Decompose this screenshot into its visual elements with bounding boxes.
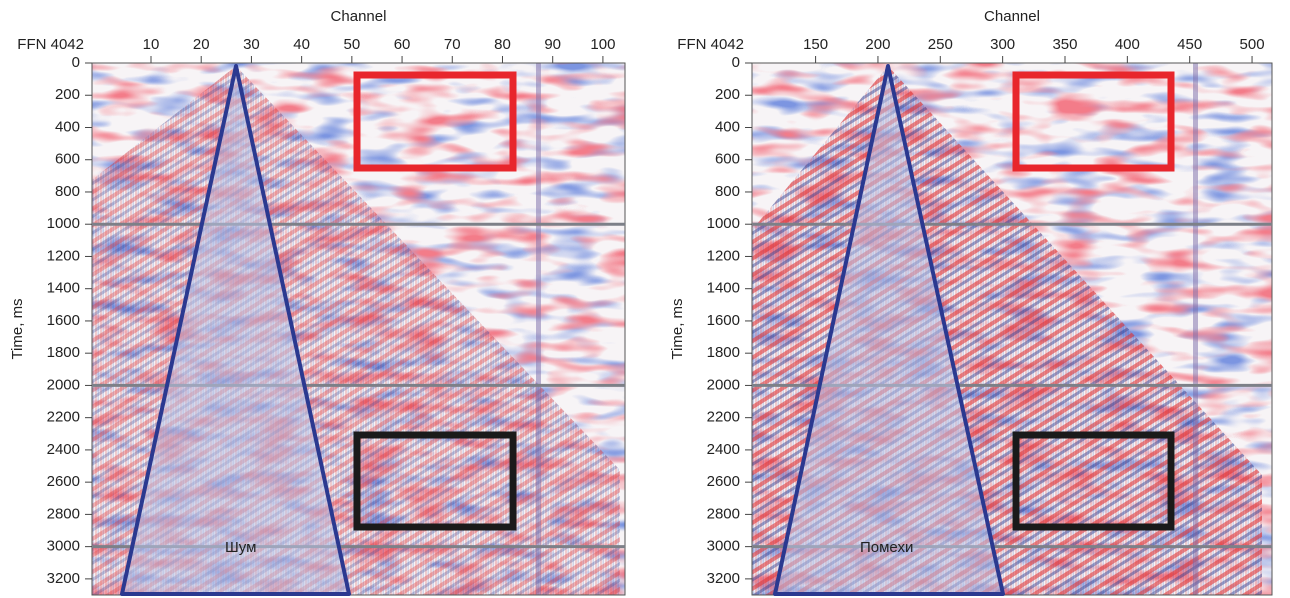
y-tick-label: 2600 bbox=[47, 473, 80, 490]
y-tick-label: 1600 bbox=[707, 312, 740, 329]
y-tick-label: 800 bbox=[55, 183, 80, 200]
x-axis-title: Channel bbox=[331, 8, 387, 25]
figure: ChannelFFN 40421020304050607080901000200… bbox=[0, 0, 1290, 598]
y-tick-label: 800 bbox=[715, 183, 740, 200]
y-tick-label: 0 bbox=[732, 54, 740, 71]
y-tick-label: 600 bbox=[55, 151, 80, 168]
y-tick-label: 1800 bbox=[47, 344, 80, 361]
y-tick-label: 1000 bbox=[707, 215, 740, 232]
x-tick-label: 400 bbox=[1115, 36, 1140, 53]
y-tick-label: 600 bbox=[715, 151, 740, 168]
x-tick-label: 150 bbox=[803, 36, 828, 53]
y-tick-label: 400 bbox=[55, 118, 80, 135]
bad-trace bbox=[1193, 63, 1198, 595]
panel: Channel FFN 4042 150 200 250 300 350 400 450 500 0… bbox=[669, 8, 1272, 595]
x-tick-label: 80 bbox=[494, 36, 511, 53]
x-header: FFN 4042 bbox=[677, 36, 744, 53]
y-tick-label: 400 bbox=[715, 118, 740, 135]
annotation: Шум bbox=[225, 539, 256, 556]
x-tick-label: 300 bbox=[990, 36, 1015, 53]
y-tick-label: 3000 bbox=[707, 538, 740, 555]
y-tick-label: 200 bbox=[715, 86, 740, 103]
x-tick-label: 200 bbox=[865, 36, 890, 53]
x-tick-label: 250 bbox=[928, 36, 953, 53]
y-tick-label: 1000 bbox=[47, 215, 80, 232]
x-tick-label: 30 bbox=[243, 36, 260, 53]
x-tick-label: 40 bbox=[293, 36, 310, 53]
x-tick-label: 20 bbox=[193, 36, 210, 53]
x-tick-label: 70 bbox=[444, 36, 461, 53]
y-tick-label: 1600 bbox=[47, 312, 80, 329]
y-tick-label: 3200 bbox=[47, 570, 80, 587]
y-tick-label: 1400 bbox=[707, 280, 740, 297]
y-tick-label: 1200 bbox=[707, 247, 740, 264]
y-tick-label: 200 bbox=[55, 86, 80, 103]
y-tick-label: 0 bbox=[72, 54, 80, 71]
x-tick-label: 100 bbox=[590, 36, 615, 53]
y-tick-label: 2400 bbox=[47, 441, 80, 458]
y-axis-title: Time, ms bbox=[9, 298, 26, 359]
annotation: Помехи bbox=[860, 539, 913, 556]
x-tick-label: 90 bbox=[544, 36, 561, 53]
y-tick-label: 1400 bbox=[47, 280, 80, 297]
x-header: FFN 4042 bbox=[17, 36, 84, 53]
y-axis-title: Time, ms bbox=[669, 298, 686, 359]
y-tick-label: 2000 bbox=[707, 376, 740, 393]
y-tick-label: 1800 bbox=[707, 344, 740, 361]
y-tick-label: 2800 bbox=[47, 505, 80, 522]
x-tick-label: 60 bbox=[394, 36, 411, 53]
x-tick-label: 350 bbox=[1052, 36, 1077, 53]
x-axis-title: Channel bbox=[984, 8, 1040, 25]
bad-trace bbox=[536, 63, 541, 595]
y-tick-label: 3000 bbox=[47, 538, 80, 555]
x-tick-label: 10 bbox=[143, 36, 160, 53]
y-tick-label: 1200 bbox=[47, 247, 80, 264]
x-tick-label: 450 bbox=[1177, 36, 1202, 53]
y-tick-label: 2400 bbox=[707, 441, 740, 458]
x-tick-label: 500 bbox=[1240, 36, 1265, 53]
y-tick-label: 2800 bbox=[707, 505, 740, 522]
y-tick-label: 2200 bbox=[47, 409, 80, 426]
y-tick-label: 2200 bbox=[707, 409, 740, 426]
y-tick-label: 2000 bbox=[47, 376, 80, 393]
y-tick-label: 3200 bbox=[707, 570, 740, 587]
x-tick-label: 50 bbox=[344, 36, 361, 53]
y-tick-label: 2600 bbox=[707, 473, 740, 490]
